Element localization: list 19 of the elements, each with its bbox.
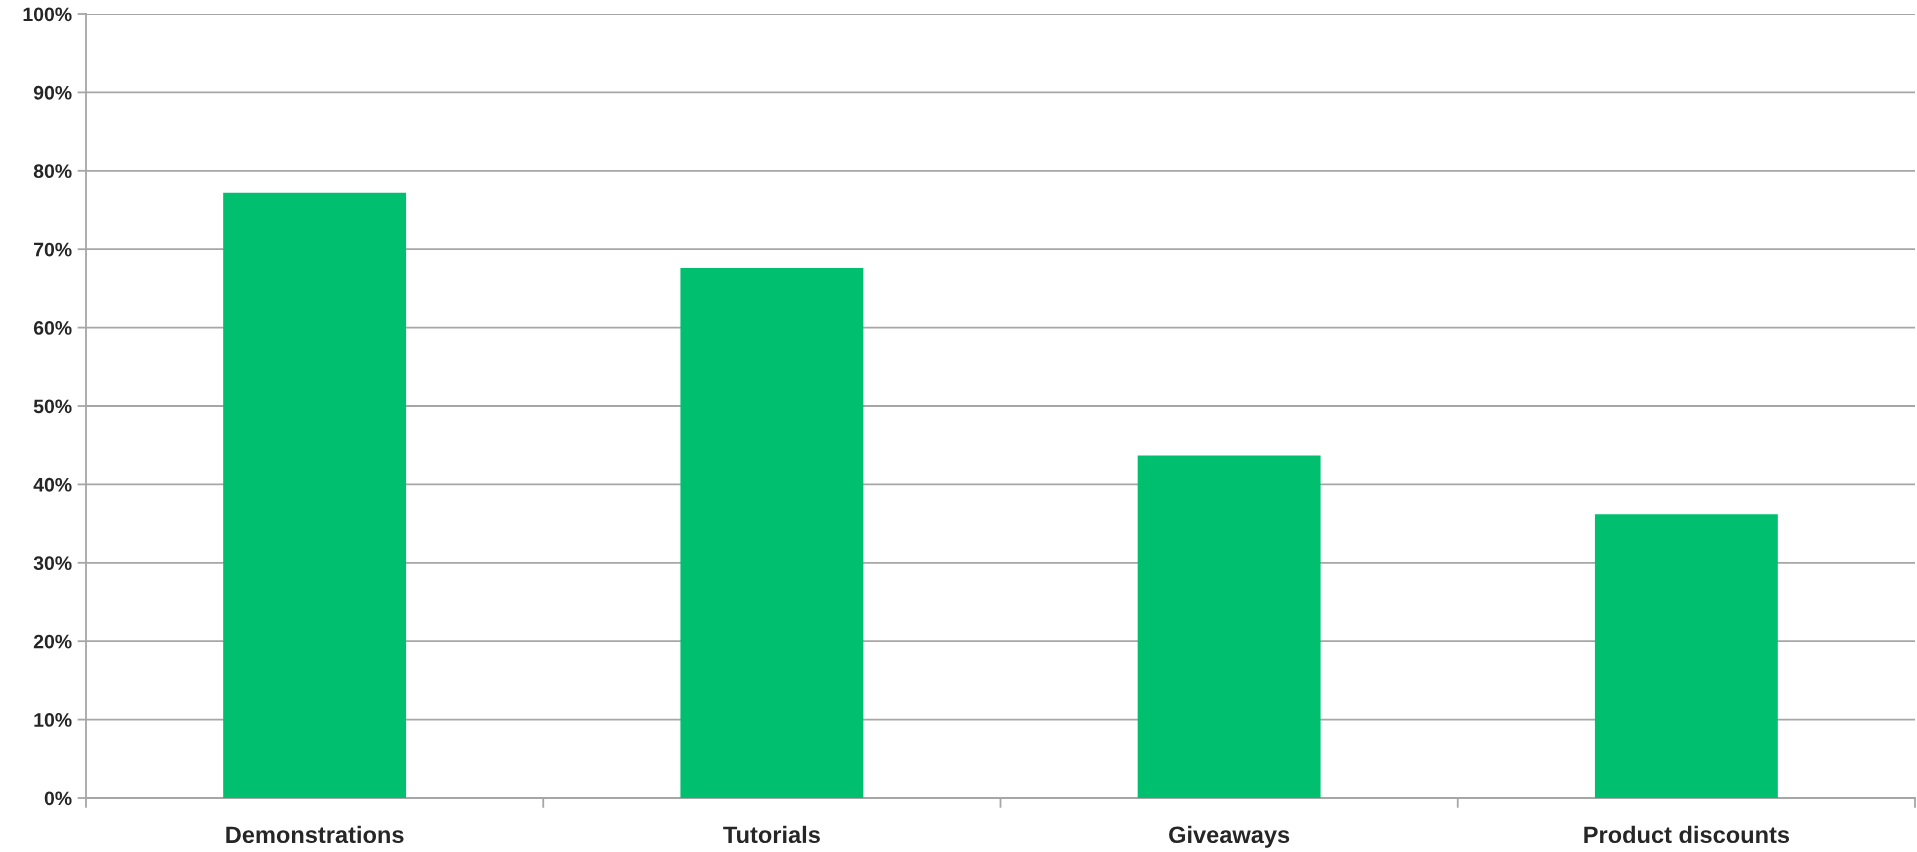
y-tick-label: 90% — [33, 85, 72, 100]
y-tick-label: 60% — [33, 321, 72, 335]
x-tick-label: Demonstrations — [226, 825, 404, 844]
y-tick-label: 80% — [33, 164, 72, 179]
bar — [223, 192, 407, 798]
y-tick-label: 30% — [33, 556, 72, 571]
y-tick-label: 20% — [33, 634, 72, 649]
y-tick-label: 40% — [33, 477, 72, 492]
y-tick-label: 50% — [33, 399, 72, 414]
y-tick-label: 70% — [34, 242, 72, 257]
y-tick-label: 0% — [44, 791, 72, 806]
bar — [680, 268, 864, 798]
y-tick-label: 10% — [34, 713, 72, 727]
x-tick-label: Product discounts — [1584, 825, 1790, 844]
y-tick-label: 100% — [23, 7, 72, 22]
x-tick-label: Giveaways — [1169, 825, 1290, 848]
bar — [1137, 455, 1321, 798]
bar — [1594, 514, 1778, 798]
x-tick-label: Tutorials — [723, 825, 820, 844]
